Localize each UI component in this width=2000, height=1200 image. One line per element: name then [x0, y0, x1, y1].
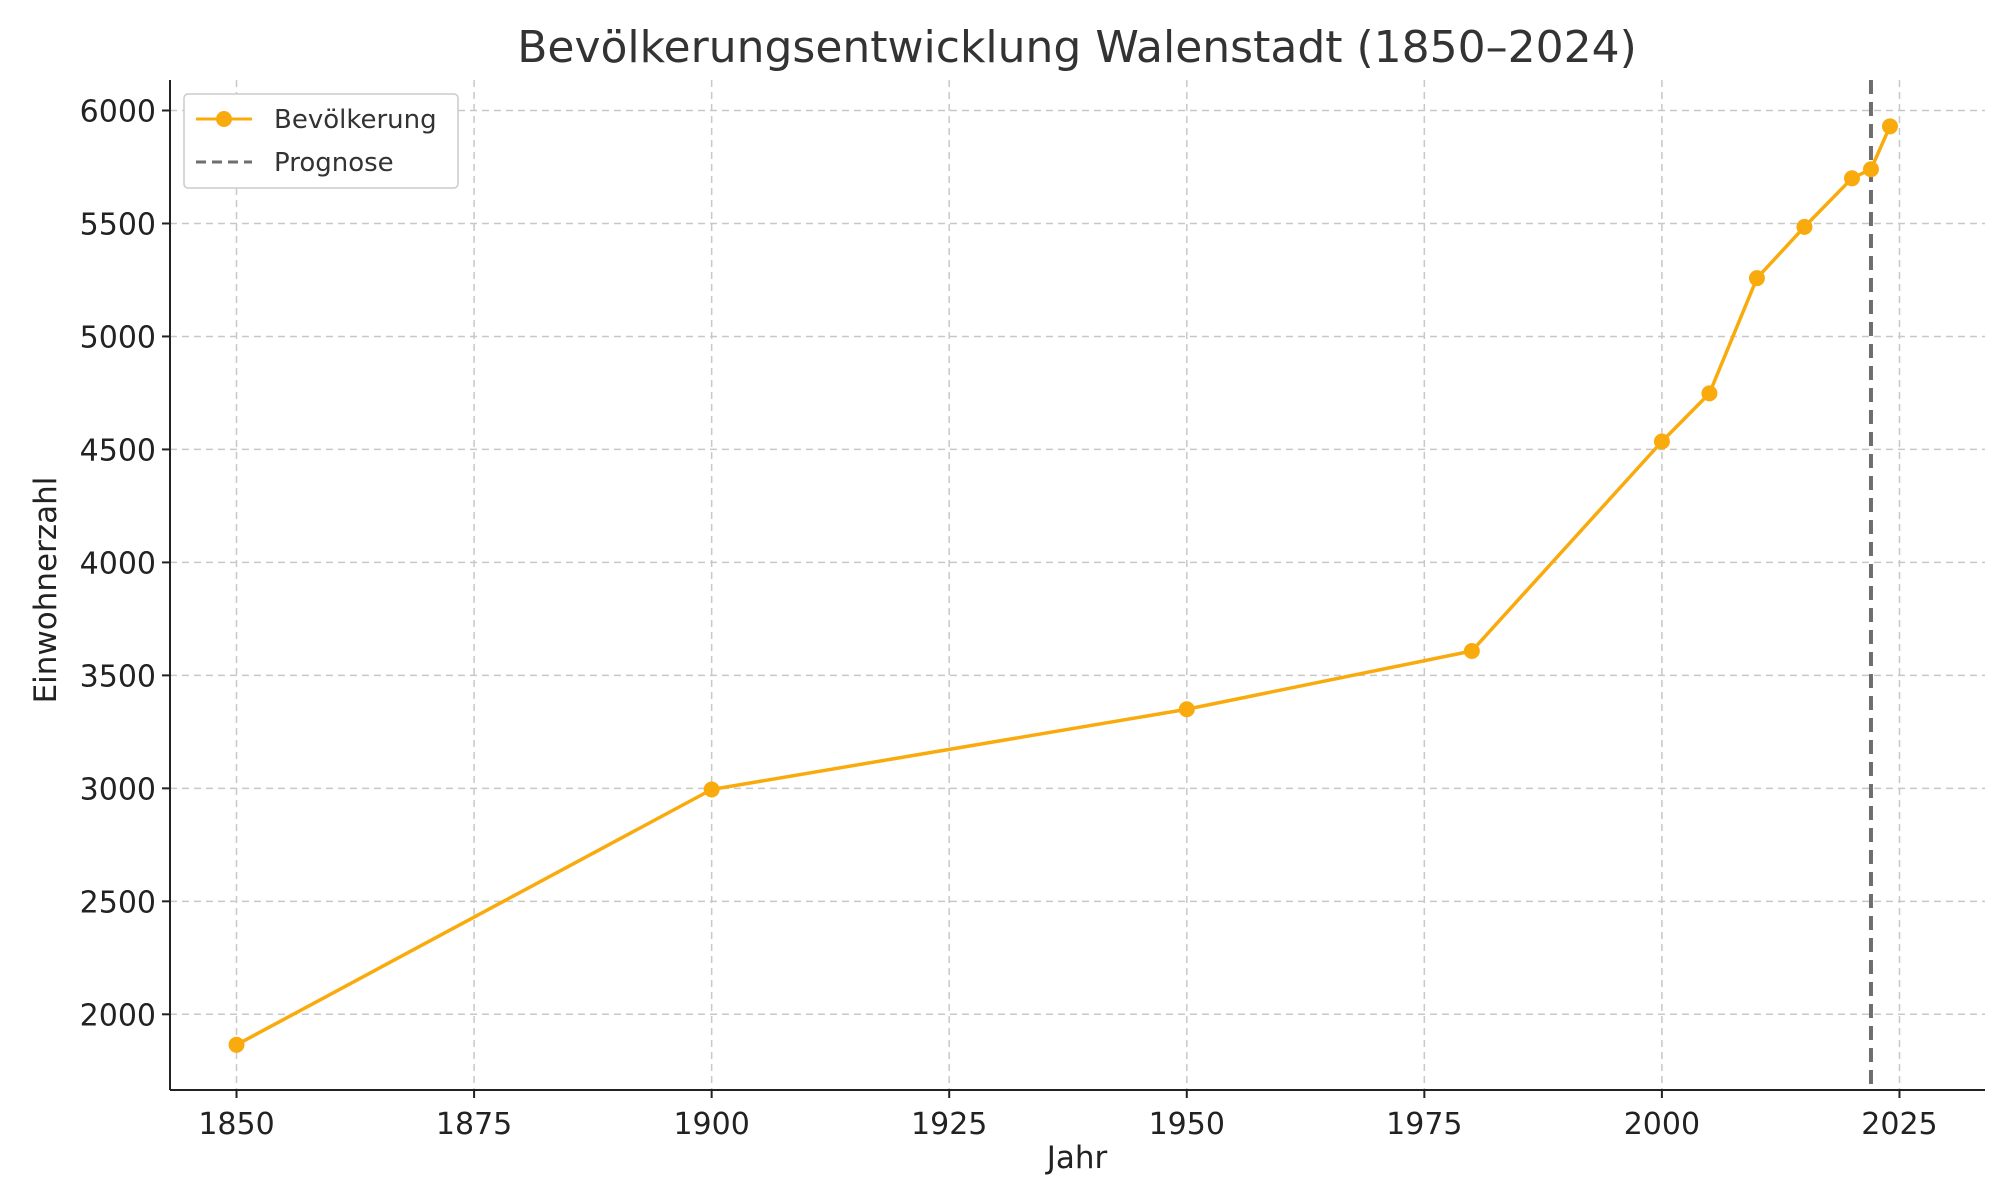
- data-point: [1701, 385, 1718, 402]
- grid: [170, 80, 1985, 1090]
- legend-series-marker: [216, 111, 232, 127]
- y-tick-label: 5500: [80, 207, 156, 242]
- data-point: [1862, 161, 1879, 178]
- x-tick-label: 1925: [911, 1107, 987, 1142]
- axes: [169, 80, 1985, 1091]
- y-tick-label: 4500: [80, 433, 156, 468]
- data-point: [1748, 270, 1765, 287]
- y-axis-label: Einwohnerzahl: [28, 477, 64, 704]
- x-tick-label: 1950: [1149, 1107, 1225, 1142]
- x-tick-label: 2000: [1624, 1107, 1700, 1142]
- data-point: [1653, 433, 1670, 450]
- data-point: [1178, 701, 1195, 718]
- data-point: [1881, 118, 1898, 135]
- x-tick-label: 1875: [436, 1107, 512, 1142]
- y-tick-label: 6000: [80, 95, 156, 130]
- y-tick-label: 3500: [80, 659, 156, 694]
- chart-title: Bevölkerungsentwicklung Walenstadt (1850…: [517, 22, 1637, 73]
- x-tick-label: 1900: [673, 1107, 749, 1142]
- data-point: [228, 1036, 245, 1053]
- y-tick-label: 5000: [80, 320, 156, 355]
- data-point: [703, 781, 720, 798]
- data-point: [1843, 170, 1860, 187]
- y-tick-label: 3000: [80, 772, 156, 807]
- data-point: [1796, 218, 1813, 235]
- ticks: 1850 1875 1900 1925 1950 1975 2000 2025 2000 2500…: [80, 95, 1938, 1142]
- legend-label-bevoelkerung: Bevölkerung: [274, 105, 437, 135]
- legend-box: [183, 93, 459, 189]
- y-tick-label: 2000: [80, 998, 156, 1033]
- x-axis-label: Jahr: [1045, 1140, 1108, 1176]
- legend-label-prognose: Prognose: [274, 148, 394, 178]
- legend: Bevölkerung Prognose: [183, 93, 459, 189]
- x-tick-label: 1850: [198, 1107, 274, 1142]
- y-tick-label: 4000: [80, 546, 156, 581]
- series-line: [235, 125, 1892, 1047]
- data-point: [1463, 642, 1480, 659]
- y-tick-label: 2500: [80, 885, 156, 920]
- x-tick-label: 1975: [1386, 1107, 1462, 1142]
- x-tick-label: 2025: [1861, 1107, 1937, 1142]
- series-layer: [228, 118, 1898, 1053]
